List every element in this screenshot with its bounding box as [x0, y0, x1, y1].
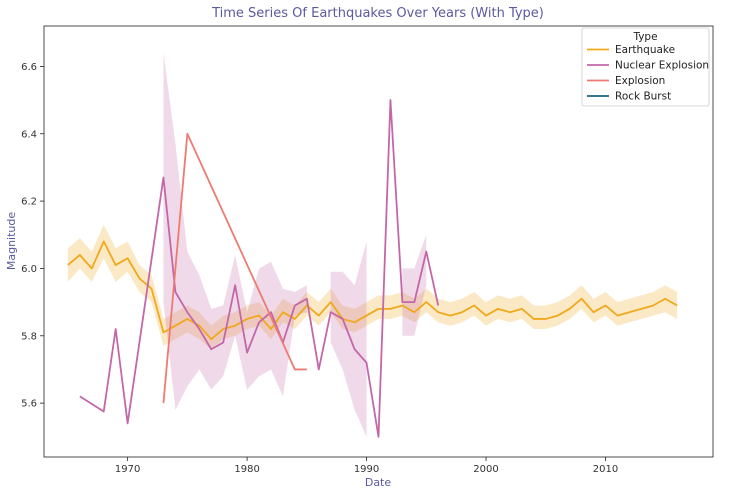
legend-box	[581, 27, 710, 107]
ci-band-nuclear-explosion	[402, 234, 427, 336]
x-tick-label: 2000	[473, 464, 498, 475]
x-tick-label: 1980	[234, 464, 259, 475]
legend-title: Type	[632, 31, 657, 43]
chart-title: Time Series Of Earthquakes Over Years (W…	[211, 6, 544, 21]
y-tick-label: 5.8	[21, 331, 37, 342]
ci-band-nuclear-explosion	[163, 52, 307, 410]
series-line-explosion	[162, 132, 307, 404]
x-axis-label: Date	[365, 476, 392, 489]
ci-band-nuclear-explosion	[330, 241, 367, 437]
plot-frame	[43, 25, 714, 458]
axes: 1970 1980 1990 2000 2010 5.6 5.8 6.0 6.2 6.4 6.6	[21, 25, 714, 475]
legend-label-rock-burst: Rock Burst	[615, 91, 671, 103]
x-tick-label: 2010	[593, 464, 618, 475]
y-tick-label: 6.6	[21, 62, 37, 73]
x-tick-label: 1990	[354, 464, 379, 475]
y-axis-label: Magnitude	[5, 212, 18, 271]
y-tick-label: 6.0	[21, 264, 37, 275]
y-tick-label: 6.4	[21, 129, 37, 140]
y-tick-label: 5.6	[21, 399, 37, 410]
y-tick-label: 6.2	[21, 197, 37, 208]
legend-label-explosion: Explosion	[615, 75, 665, 87]
legend-label-nuclear-explosion: Nuclear Explosion	[615, 60, 709, 72]
series-line-nuclear-explosion	[79, 99, 440, 438]
legend-label-earthquake: Earthquake	[615, 44, 675, 56]
ci-band-earthquake	[67, 224, 678, 350]
plot-area	[67, 52, 678, 438]
x-tick-label: 1970	[115, 464, 140, 475]
